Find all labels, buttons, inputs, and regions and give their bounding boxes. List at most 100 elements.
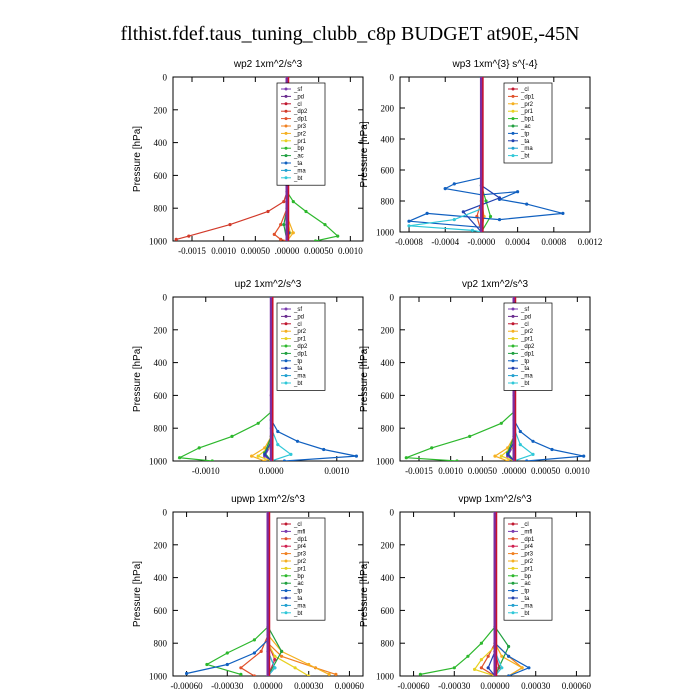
- series-point: [289, 452, 293, 456]
- x-tick-label: 0.00030: [294, 681, 324, 691]
- series-point: [486, 666, 490, 670]
- legend-marker: [284, 559, 288, 563]
- series-line-bp: [420, 512, 496, 675]
- legend-marker: [284, 529, 288, 533]
- series-point: [327, 672, 331, 676]
- legend-entry: _ma: [293, 603, 306, 609]
- series-point: [525, 202, 529, 206]
- y-tick-label: 600: [381, 166, 395, 176]
- legend-marker: [511, 374, 515, 378]
- legend-marker: [511, 314, 515, 318]
- series-point: [455, 459, 459, 461]
- series-line-bp: [205, 512, 269, 675]
- panel-1: wp2 1xm^2/s^3 Pressure [hPa] 0 200 400 600 800…: [132, 59, 364, 256]
- legend-entry: _dp1: [520, 351, 535, 357]
- legend-entry: _pr1: [520, 566, 534, 572]
- series-point: [506, 459, 510, 461]
- legend-marker: [511, 603, 515, 607]
- legend-marker: [284, 351, 288, 355]
- x-tick-label: 0.00050: [468, 466, 498, 476]
- legend-marker: [511, 124, 515, 128]
- panel-title: upwp 1xm^2/s^3: [231, 494, 305, 505]
- x-tick-label: -0.0004: [431, 237, 459, 247]
- legend-entry: _pd: [293, 94, 304, 100]
- series-line-pr2: [250, 297, 272, 461]
- series-point: [197, 446, 201, 450]
- legend-entry: _bt: [293, 381, 303, 387]
- panel-title: wp3 1xm^{3} s^{-4}: [452, 59, 539, 70]
- x-tick-label: -0.0015: [405, 466, 433, 476]
- series-point: [425, 211, 429, 215]
- legend-marker: [511, 359, 515, 363]
- series-point: [276, 443, 280, 447]
- x-tick-label: -0.0000: [468, 237, 496, 247]
- y-tick-label: 0: [163, 73, 168, 83]
- x-tick-label: 0.00000: [480, 681, 510, 691]
- legend-marker: [511, 544, 515, 548]
- series-point: [252, 651, 256, 655]
- series-line-dp2: [176, 77, 288, 240]
- legend-marker: [284, 168, 288, 172]
- legend-marker: [511, 337, 515, 341]
- x-tick-label: 0.0010: [565, 466, 590, 476]
- series-point: [178, 456, 182, 460]
- legend-marker: [284, 307, 288, 311]
- y-tick-label: 1000: [149, 457, 168, 467]
- legend-entry: _cl: [293, 102, 302, 108]
- series-point: [273, 666, 277, 670]
- y-tick-label: 800: [154, 424, 168, 434]
- legend-entry: _bp: [293, 574, 305, 580]
- legend-marker: [511, 351, 515, 355]
- y-axis-label: Pressure [hPa]: [132, 126, 143, 192]
- series-point: [239, 672, 243, 676]
- legend-marker: [284, 596, 288, 600]
- legend-marker: [284, 329, 288, 333]
- y-tick-label: 1000: [149, 237, 168, 247]
- series-point: [256, 454, 260, 458]
- legend-marker: [511, 589, 515, 593]
- series-point: [252, 674, 256, 676]
- y-tick-label: 600: [381, 391, 395, 401]
- y-axis-label: Pressure [hPa]: [359, 121, 370, 187]
- legend-entry: _pr1: [520, 109, 534, 115]
- legend-entry: _tp: [293, 589, 303, 595]
- series-point: [228, 223, 232, 227]
- legend-marker: [284, 314, 288, 318]
- x-tick-label: 0.0000: [259, 466, 284, 476]
- legend-entry: _sf: [293, 307, 302, 313]
- plot-frame: [399, 296, 591, 462]
- series-point: [582, 454, 586, 458]
- series-group: [407, 77, 565, 232]
- series-point: [452, 666, 456, 670]
- series-point: [259, 649, 263, 654]
- y-tick-label: 400: [381, 358, 395, 368]
- series-point: [185, 671, 189, 676]
- series-point: [279, 223, 283, 227]
- series-point: [210, 459, 214, 461]
- series-point: [291, 200, 295, 204]
- series-point: [295, 439, 300, 443]
- legend-marker: [284, 146, 288, 150]
- series-line-dp1: [480, 512, 496, 676]
- legend-marker: [284, 161, 288, 165]
- legend-entry: _pr1: [293, 566, 307, 572]
- series-point: [404, 456, 408, 460]
- legend-marker: [284, 131, 288, 135]
- series-line-dp2: [177, 297, 272, 461]
- legend-entry: _ac: [520, 124, 531, 130]
- panel-title: vpwp 1xm^2/s^3: [458, 494, 532, 505]
- panel-3: up2 1xm^2/s^3 Pressure [hPa] 0 200 400 600 800…: [132, 279, 364, 476]
- legend-entry: _dp1: [293, 537, 308, 543]
- y-tick-label: 600: [154, 391, 168, 401]
- legend-entry: _ta: [293, 366, 303, 372]
- series-line-dp1: [239, 512, 269, 676]
- y-tick-label: 400: [154, 358, 168, 368]
- legend-marker: [511, 87, 515, 91]
- x-tick-label: 0.0010: [324, 466, 349, 476]
- legend-marker: [511, 566, 515, 570]
- series-point: [518, 443, 522, 447]
- legend-marker: [284, 381, 288, 385]
- series-point: [430, 446, 434, 450]
- legend-marker: [284, 176, 288, 180]
- legend-entry: _ma: [520, 374, 533, 380]
